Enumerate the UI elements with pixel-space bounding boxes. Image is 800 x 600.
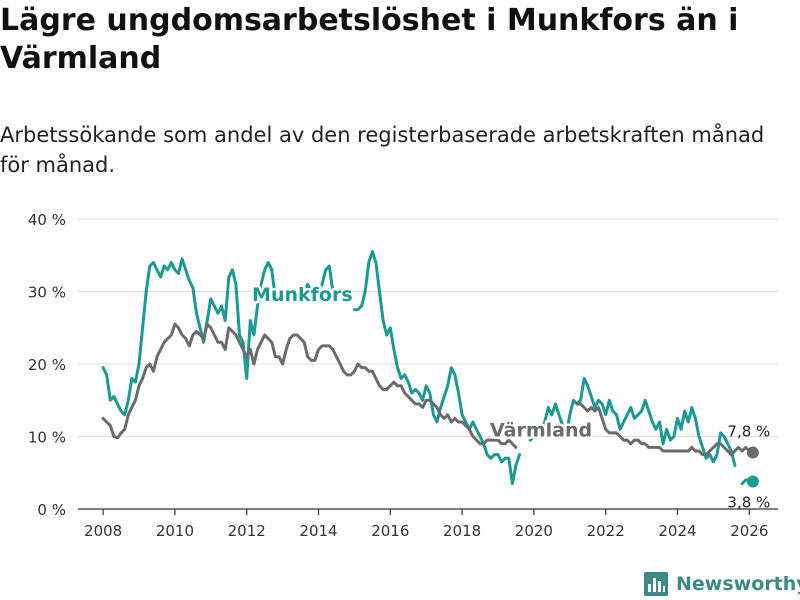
chart-title: Lägre ungdomsarbetslöshet i Munkfors än … — [0, 3, 739, 76]
x-tick-label: 2020 — [515, 522, 553, 540]
end-label-varmland: 7,8 % — [727, 422, 770, 440]
end-point-munkfors — [746, 475, 759, 488]
x-tick-label: 2022 — [587, 522, 625, 540]
series-line-varmland — [101, 322, 755, 457]
series-label-varmland: Värmland — [490, 420, 592, 442]
series-label-varmland-halo: Värmland — [490, 420, 592, 442]
end-point-varmland — [746, 446, 759, 459]
x-tick-label: 2012 — [228, 522, 266, 540]
series-lines — [101, 250, 759, 488]
y-tick-label: 10 % — [28, 429, 66, 447]
brand-name: Newsworthy — [676, 573, 800, 595]
series-label-munkfors-halo: Munkfors — [252, 284, 353, 306]
newsworthy-logo: Newsworthy — [644, 569, 800, 599]
series-label-munkfors: Munkfors — [252, 284, 353, 306]
x-tick-label: 2016 — [371, 522, 409, 540]
y-tick-label: 0 % — [37, 501, 66, 519]
x-tick-label: 2008 — [84, 522, 122, 540]
x-tick-label: 2024 — [658, 522, 696, 540]
x-tick-label: 2014 — [299, 522, 337, 540]
x-tick-label: 2018 — [443, 522, 481, 540]
chart-subtitle: Arbetssökande som andel av den registerb… — [0, 123, 765, 177]
end-label-munkfors: 3,8 % — [727, 493, 770, 511]
axis-ticks: 0 % 10 % 20 % 30 % 40 % 2008 2010 2012 2014 2016 2… — [28, 211, 768, 540]
series-line-munkfors — [101, 250, 755, 486]
x-tick-label: 2026 — [730, 522, 768, 540]
y-tick-label: 30 % — [28, 284, 66, 302]
x-tick-label: 2010 — [156, 522, 194, 540]
y-tick-label: 20 % — [28, 356, 66, 374]
y-tick-label: 40 % — [28, 211, 66, 229]
bar-chart-logo-icon — [644, 572, 668, 596]
